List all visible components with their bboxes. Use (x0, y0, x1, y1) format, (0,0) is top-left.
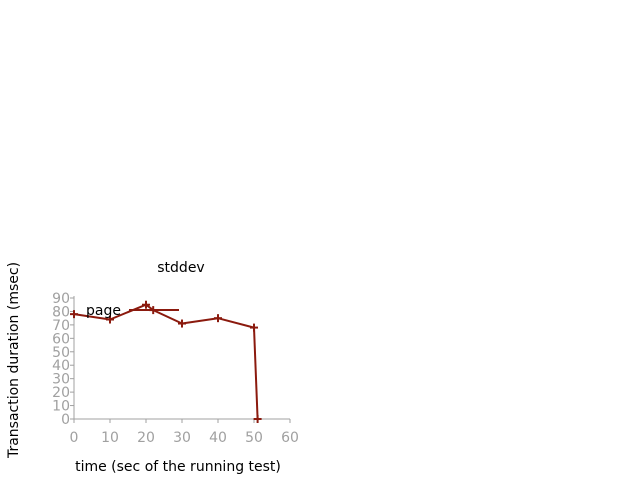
y-tick-label: 60 (52, 331, 70, 347)
x-tick-label: 60 (281, 430, 299, 446)
x-tick-label: 0 (70, 430, 79, 446)
data-point-marker (142, 300, 150, 309)
legend: page (86, 303, 179, 319)
data-point-marker (106, 315, 114, 324)
data-point-marker (214, 314, 222, 323)
x-tick-label: 20 (137, 430, 155, 446)
x-axis-label: time (sec of the running test) (75, 459, 281, 475)
series-layer (70, 300, 262, 423)
x-tick-label: 10 (101, 430, 119, 446)
y-tick-label: 90 (52, 291, 70, 307)
y-tick-label: 50 (52, 345, 70, 361)
legend-label-page: page (86, 303, 121, 319)
data-point-marker (253, 415, 262, 423)
y-tick-label: 40 (52, 358, 70, 374)
data-point-marker (178, 319, 186, 328)
y-tick-label: 20 (52, 385, 70, 401)
series-line-page (73, 303, 259, 420)
chart-title: stddev (157, 260, 204, 276)
y-tick-label: 0 (61, 412, 70, 428)
y-tick-label: 10 (52, 399, 70, 415)
y-tick-label: 80 (52, 304, 70, 320)
data-point-marker (250, 323, 258, 332)
y-axis-label: Transaction duration (msec) (6, 262, 22, 459)
data-point-marker (70, 310, 78, 319)
x-tick-label: 50 (245, 430, 263, 446)
y-tick-label: 30 (52, 372, 70, 388)
x-tick-label: 30 (173, 430, 191, 446)
x-ticks: 0 10 20 30 40 50 60 (70, 419, 299, 446)
x-tick-label: 40 (209, 430, 227, 446)
y-tick-label: 70 (52, 318, 70, 334)
